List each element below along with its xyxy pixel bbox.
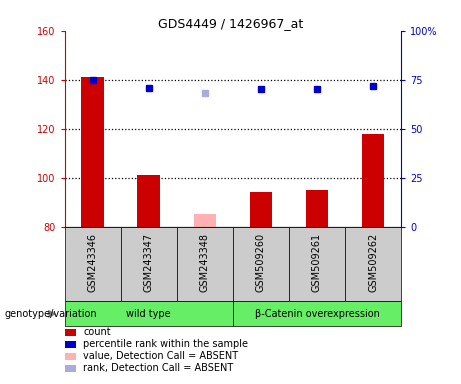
Text: GSM243348: GSM243348 xyxy=(200,233,210,291)
Bar xyxy=(65,329,76,336)
Bar xyxy=(82,77,104,227)
Text: GSM243346: GSM243346 xyxy=(88,233,98,291)
Bar xyxy=(137,175,160,227)
Bar xyxy=(177,227,233,301)
Text: rank, Detection Call = ABSENT: rank, Detection Call = ABSENT xyxy=(83,363,234,373)
Text: GSM243347: GSM243347 xyxy=(144,233,154,292)
Bar xyxy=(65,301,233,326)
Bar xyxy=(233,227,289,301)
Text: GSM509262: GSM509262 xyxy=(368,233,378,292)
Bar xyxy=(306,190,328,227)
Text: β-Catenin overexpression: β-Catenin overexpression xyxy=(254,309,379,319)
Bar xyxy=(65,365,76,372)
Text: GSM509260: GSM509260 xyxy=(256,233,266,292)
Text: wild type: wild type xyxy=(126,309,171,319)
Text: percentile rank within the sample: percentile rank within the sample xyxy=(83,339,248,349)
Text: value, Detection Call = ABSENT: value, Detection Call = ABSENT xyxy=(83,351,238,361)
Bar xyxy=(65,353,76,360)
Text: count: count xyxy=(83,328,111,338)
Text: GDS4449 / 1426967_at: GDS4449 / 1426967_at xyxy=(158,17,303,30)
Bar xyxy=(65,341,76,348)
Bar xyxy=(233,301,401,326)
Text: genotype/variation: genotype/variation xyxy=(5,309,97,319)
Bar xyxy=(65,227,121,301)
Bar xyxy=(362,134,384,227)
Bar xyxy=(194,214,216,227)
Text: GSM509261: GSM509261 xyxy=(312,233,322,292)
Bar xyxy=(289,227,345,301)
Bar xyxy=(121,227,177,301)
Bar xyxy=(345,227,401,301)
Bar xyxy=(250,192,272,227)
